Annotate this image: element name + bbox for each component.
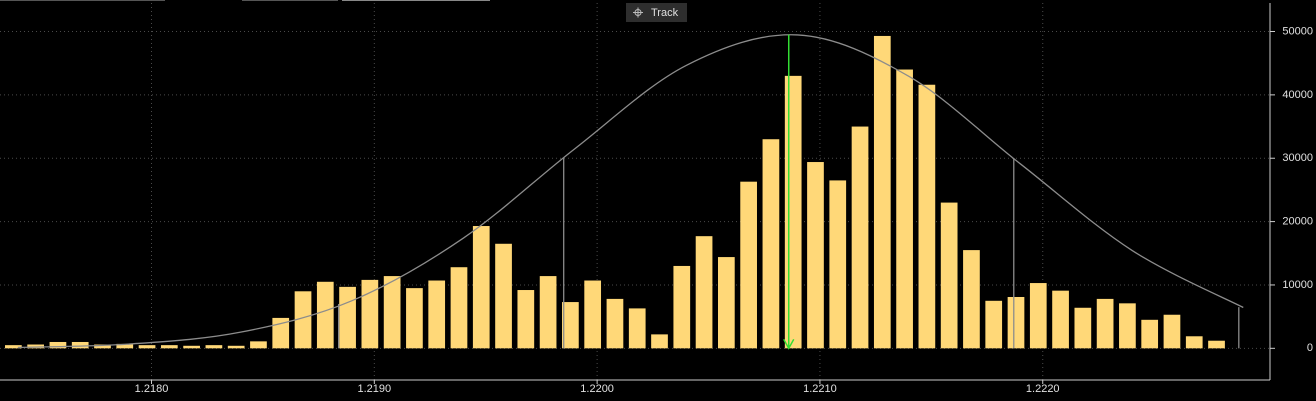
bar [94, 344, 111, 349]
bar [1208, 340, 1225, 349]
y-tick-label: 10000 [1282, 279, 1313, 291]
bar [985, 300, 1003, 349]
track-button[interactable]: Track [626, 3, 687, 22]
bar [918, 84, 936, 349]
y-tick-label: 0 [1307, 342, 1313, 354]
bar [383, 276, 401, 349]
bar [250, 341, 267, 349]
bar [316, 281, 334, 349]
bar [851, 126, 869, 349]
bar [272, 317, 290, 349]
bar [1007, 296, 1025, 349]
bar [71, 341, 89, 349]
crosshair-icon [633, 7, 643, 18]
button-label: Track [651, 7, 679, 19]
x-tick-label: 1.2200 [580, 383, 614, 395]
bar [517, 290, 535, 349]
button-bg [626, 3, 687, 22]
x-tick-label: 1.2220 [1026, 383, 1060, 395]
bar [361, 279, 379, 349]
bar [584, 280, 602, 349]
bar [339, 286, 356, 349]
bar [1119, 303, 1136, 349]
y-tick-label: 50000 [1282, 25, 1313, 37]
bar [829, 180, 847, 349]
bar [1074, 307, 1092, 349]
bar [1163, 314, 1181, 349]
x-tick-label: 1.2190 [357, 383, 391, 395]
bar [138, 345, 156, 349]
bar [784, 75, 802, 349]
bar [472, 226, 490, 349]
bar [160, 345, 178, 349]
x-tick-label: 1.2180 [135, 383, 169, 395]
x-tick-label: 1.2210 [803, 383, 837, 395]
bar [807, 162, 824, 349]
mean-arrowhead [783, 338, 795, 350]
bar [762, 139, 780, 349]
bar [606, 298, 624, 349]
y-tick-label: 30000 [1282, 152, 1313, 164]
bar [294, 291, 312, 349]
bar [5, 345, 22, 349]
bar [1141, 319, 1159, 349]
bar [495, 243, 512, 349]
bar [896, 69, 913, 349]
bar [1096, 298, 1114, 349]
bar [1029, 283, 1047, 349]
bar [183, 345, 200, 349]
bar [205, 345, 223, 349]
y-tick-label: 40000 [1282, 89, 1313, 101]
bar [628, 308, 646, 349]
bar [717, 257, 735, 349]
bar [695, 236, 713, 349]
bar [963, 250, 980, 349]
bar [873, 35, 891, 349]
bar [428, 280, 446, 349]
bar [1185, 336, 1203, 349]
bar [539, 276, 557, 349]
bar [406, 288, 423, 349]
y-tick-label: 20000 [1282, 216, 1313, 228]
bar [940, 202, 958, 349]
bar [450, 267, 468, 349]
bar [1052, 290, 1069, 349]
bar [227, 345, 245, 349]
fit-curve [17, 34, 1244, 349]
bar [49, 341, 67, 349]
bar [740, 181, 757, 349]
bar [651, 334, 668, 349]
bar [116, 343, 134, 349]
bar [562, 302, 579, 349]
bar [673, 265, 691, 349]
